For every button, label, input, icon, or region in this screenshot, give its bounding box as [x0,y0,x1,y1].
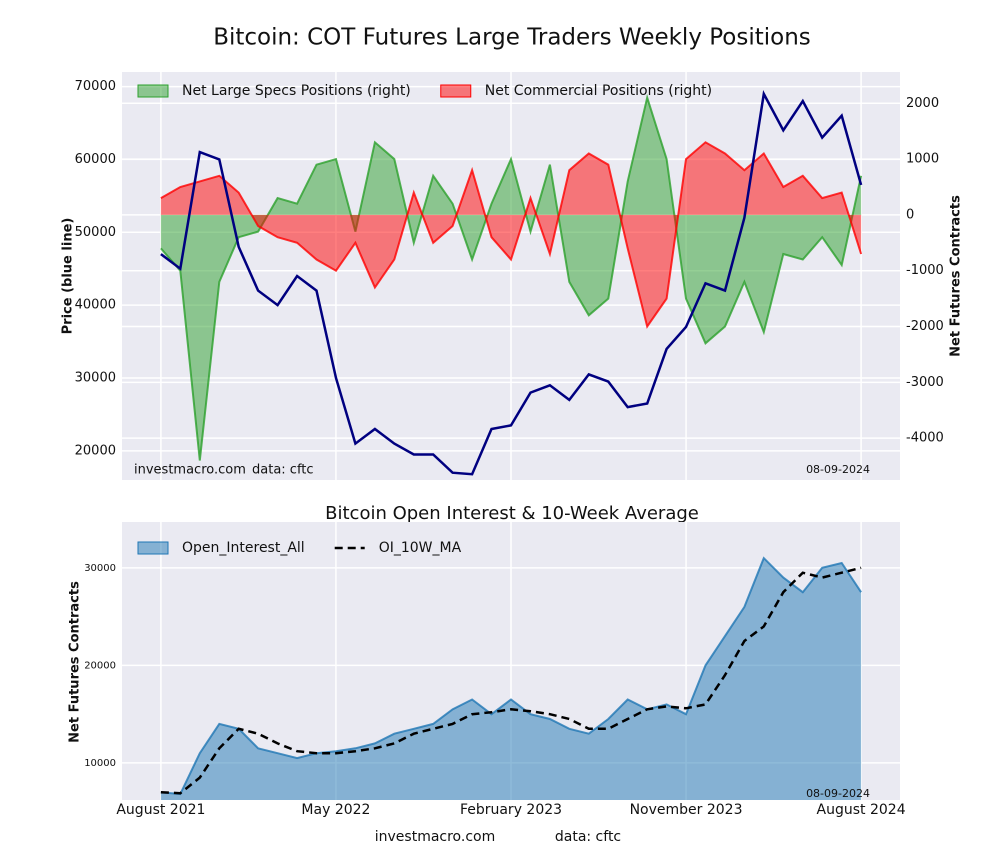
y-tick-label: 30000 [84,563,116,574]
area [160,97,862,461]
x-tick-label: August 2021 [116,802,205,818]
x-tick-label: November 2023 [630,802,743,818]
y-tick-label: 50000 [75,225,116,240]
y2-tick-label: 2000 [906,96,939,111]
area [160,142,862,327]
line [160,141,863,329]
y-tick-label: 20000 [75,443,116,458]
line [160,93,863,461]
legend-label: OI_10W_MA [379,540,462,556]
legend-label: Net Commercial Positions (right) [485,83,712,99]
y2-tick-label: -4000 [906,431,944,446]
y2-tick-label: 0 [906,207,914,222]
y-tick-label: 10000 [84,758,116,769]
y2-tick-label: -2000 [906,319,944,334]
y-tick-label: 60000 [75,152,116,167]
x-tick-label: February 2023 [460,802,562,818]
y-tick-label: 40000 [75,298,116,313]
y-tick-label: 20000 [84,660,116,671]
chart-title: Bitcoin Open Interest & 10-Week Average [325,503,699,524]
legend-label: Open_Interest_All [182,540,305,556]
source: data: cftc [555,829,621,845]
legend-swatch [440,84,472,98]
y2-tick-label: -3000 [906,375,944,390]
x-tick-label: August 2024 [817,802,906,818]
line [160,556,862,796]
y2-tick-label: 1000 [906,152,939,167]
source: investmacro.com [134,463,246,478]
date-note: 08-09-2024 [806,787,870,800]
area [160,558,862,800]
date-note: 08-09-2024 [806,463,870,476]
y2-tick-label: -1000 [906,263,944,278]
legend-label: Net Large Specs Positions (right) [182,83,411,99]
y-axis-label: Price (blue line) [61,218,76,335]
x-tick-label: May 2022 [301,802,370,818]
y-tick-label: 70000 [75,79,116,94]
y-axis-label: Net Futures Contracts [68,581,83,743]
line [160,566,862,795]
line [160,90,863,476]
y2-axis-label: Net Futures Contracts [949,195,964,357]
source: data: cftc [252,463,314,478]
y-tick-label: 30000 [75,371,116,386]
chart-title: Bitcoin: COT Futures Large Traders Weekl… [213,25,811,51]
legend-swatch [137,84,169,98]
legend-swatch [137,541,169,555]
source: investmacro.com [375,829,495,845]
